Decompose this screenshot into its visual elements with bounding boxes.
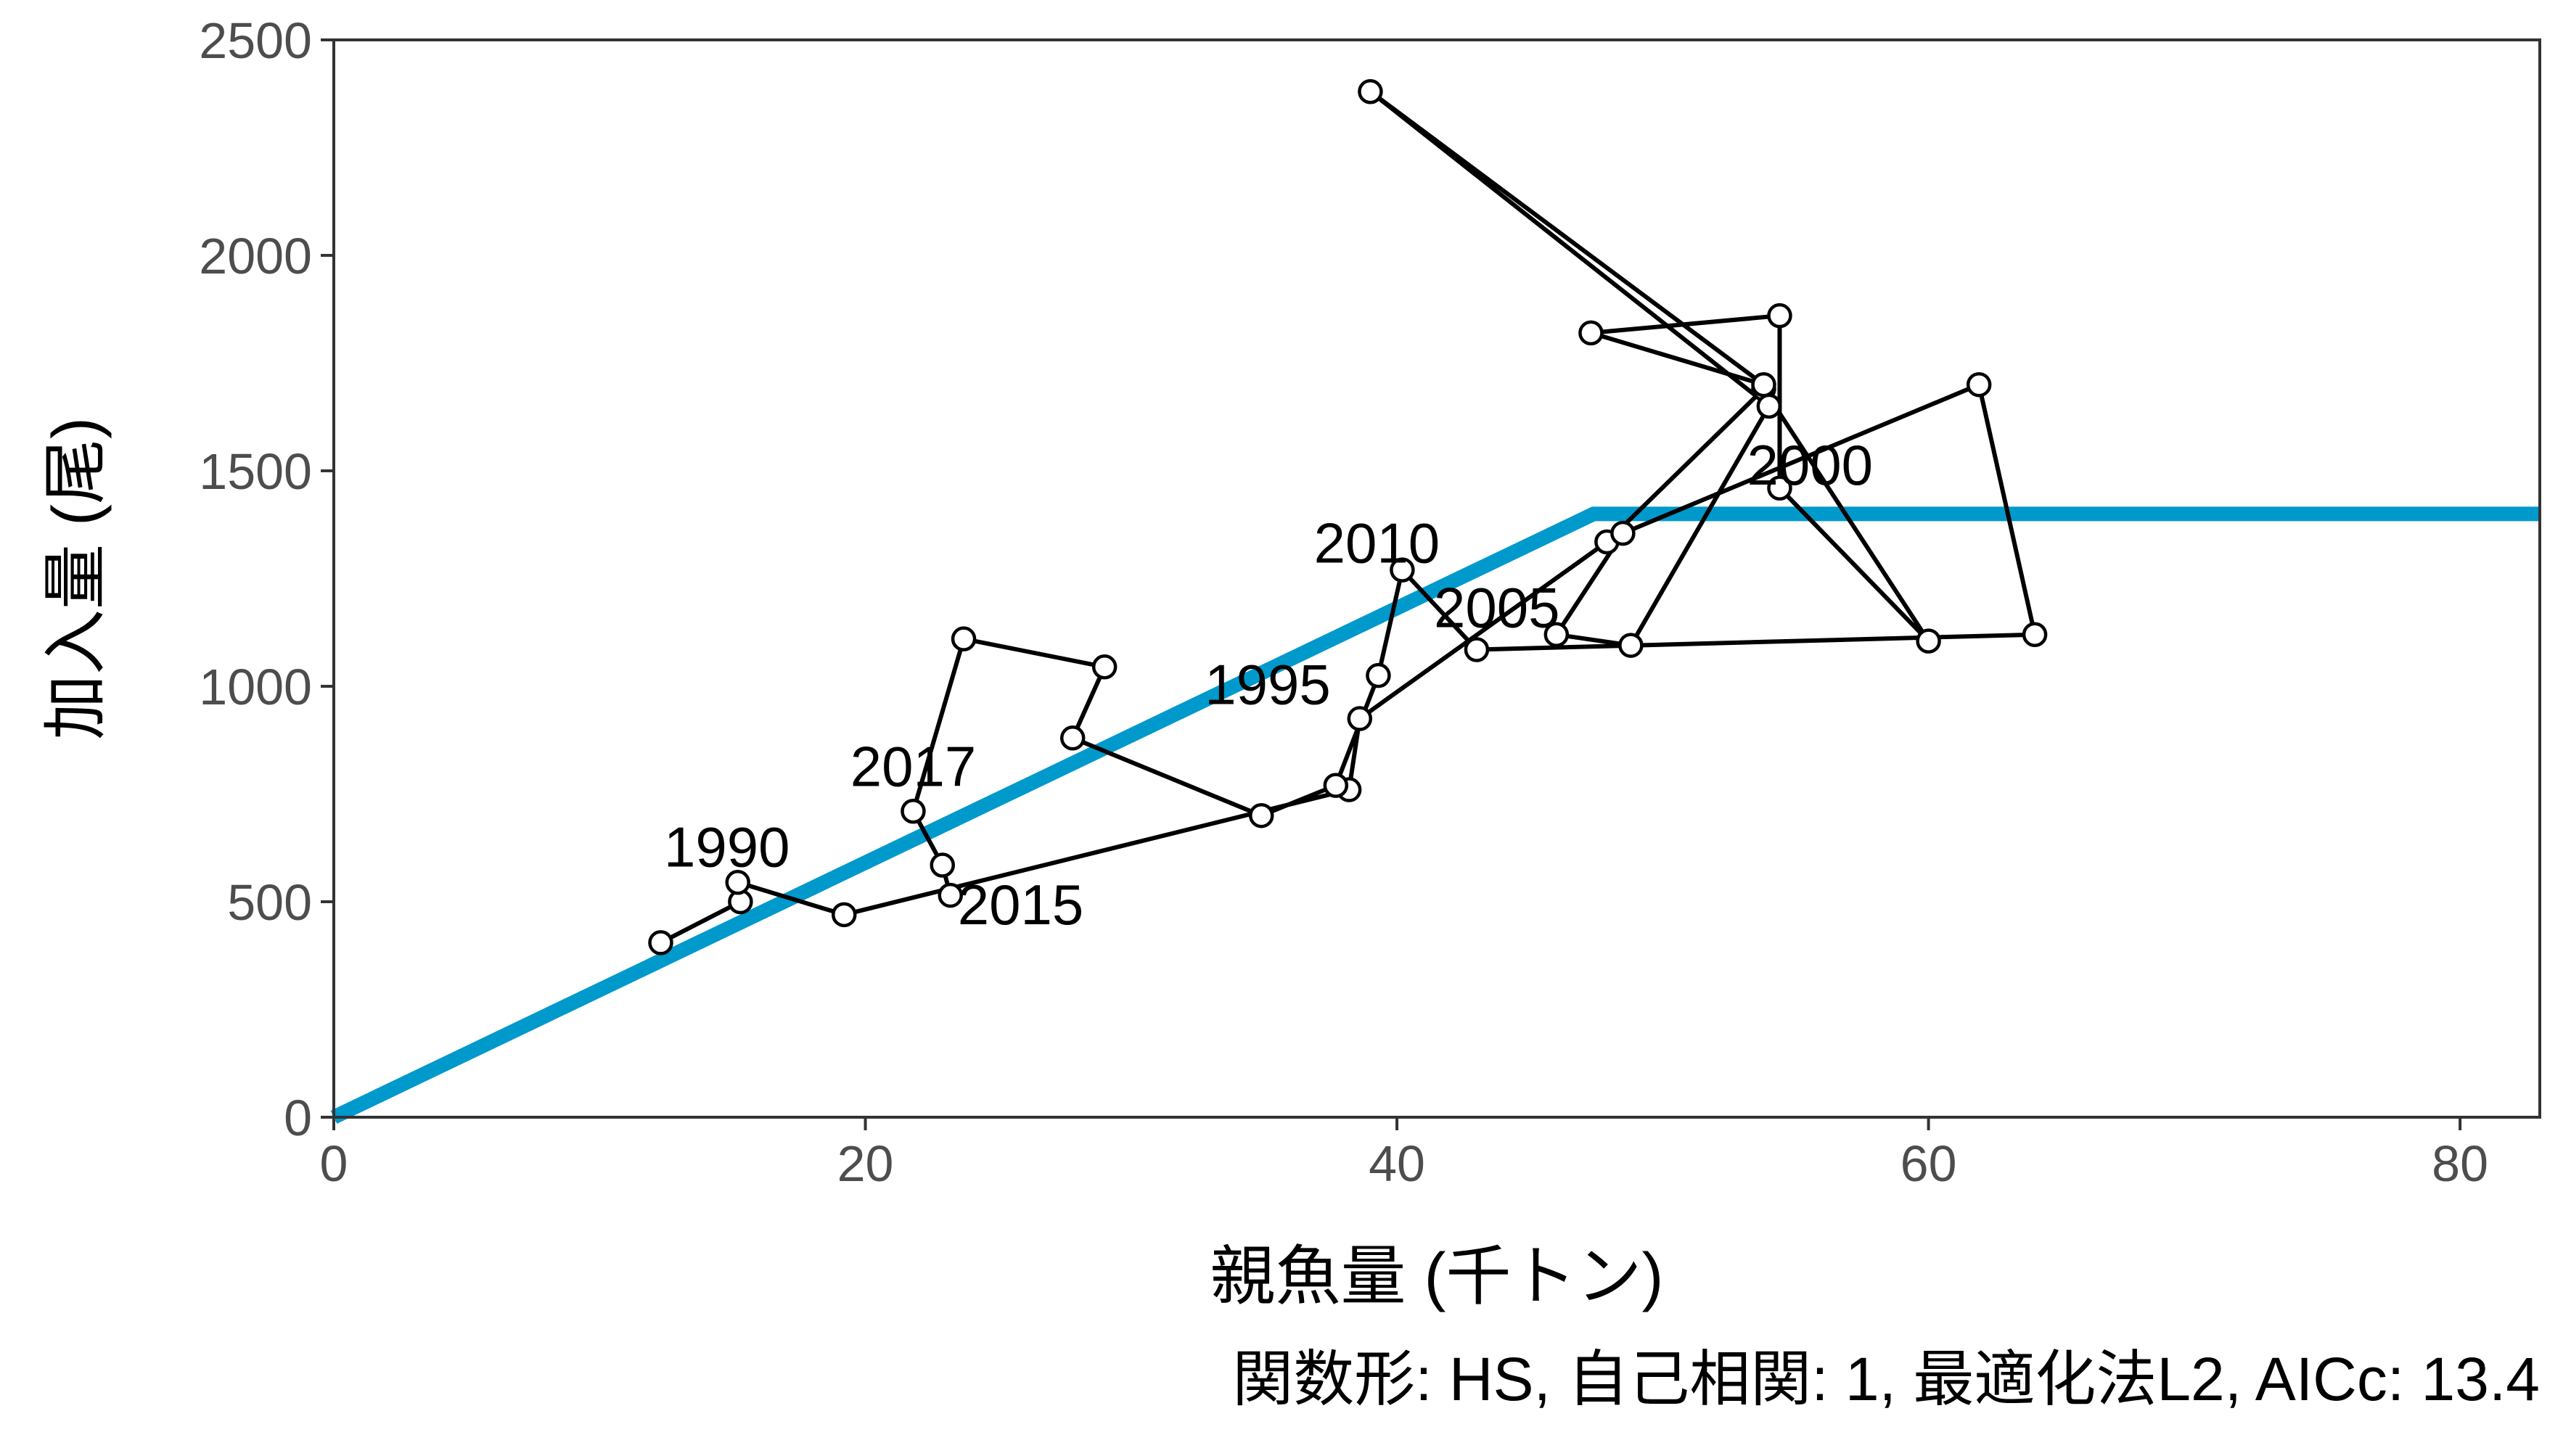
data-point — [1767, 475, 1792, 501]
x-axis-title: 親魚量 (千トン) — [1210, 1241, 1664, 1313]
data-point — [1610, 520, 1636, 546]
data-point — [1966, 371, 1992, 398]
data-point — [1249, 802, 1274, 828]
fit-line — [330, 506, 2540, 1124]
data-point — [1767, 303, 1792, 329]
data-point — [1751, 371, 1776, 398]
data-point — [1347, 706, 1373, 731]
data-point — [831, 902, 857, 928]
data-point — [1390, 557, 1415, 583]
y-tick-label: 500 — [227, 874, 312, 931]
year-label: 1990 — [664, 815, 790, 879]
data-point — [951, 626, 977, 651]
x-tick-label: 40 — [1369, 1135, 1425, 1192]
y-tick-label: 0 — [284, 1090, 312, 1146]
data-point — [1059, 725, 1086, 751]
data-point — [648, 930, 673, 955]
x-tick-label: 60 — [1900, 1135, 1957, 1192]
data-point — [1756, 393, 1782, 419]
data-point — [1578, 320, 1604, 346]
data-point — [1091, 654, 1118, 680]
y-axis-ticks: 0 500 1000 1500 2000 2500 — [199, 12, 334, 1146]
year-label: 2005 — [1434, 576, 1560, 640]
data-point — [1323, 773, 1349, 798]
chart-caption: 関数形: HS, 自己相関: 1, 最適化法L2, AICc: 13.4 — [1232, 1345, 2540, 1413]
y-tick-label: 2500 — [199, 12, 312, 69]
data-point — [1543, 622, 1570, 647]
data-point — [725, 870, 750, 895]
data-point — [1916, 628, 1941, 654]
plot-panel-border — [332, 38, 2541, 1119]
x-tick-label: 20 — [837, 1135, 894, 1192]
data-point — [1464, 637, 1490, 662]
year-label: 2000 — [1747, 433, 1873, 497]
y-tick-label: 1500 — [199, 443, 312, 500]
y-axis-title: 加入量 (尾) — [40, 417, 112, 740]
fit-layer — [330, 506, 2540, 1124]
x-tick-label: 80 — [2432, 1135, 2488, 1192]
data-point — [901, 799, 926, 824]
data-point — [2022, 622, 2048, 647]
y-tick-label: 1000 — [199, 659, 312, 715]
observed-layer — [648, 79, 2048, 955]
x-tick-label: 0 — [320, 1135, 348, 1192]
data-point — [1618, 633, 1644, 658]
year-label: 1995 — [1205, 653, 1331, 717]
y-tick-label: 2000 — [199, 228, 312, 284]
data-point — [938, 882, 963, 908]
year-label: 2015 — [958, 873, 1084, 937]
data-point — [930, 852, 955, 878]
data-point — [1366, 662, 1391, 688]
data-point — [1358, 79, 1383, 104]
year-label: 2017 — [850, 734, 977, 798]
year-label: 2010 — [1314, 511, 1440, 575]
x-axis-ticks: 0 20 40 60 80 — [320, 1117, 2488, 1192]
